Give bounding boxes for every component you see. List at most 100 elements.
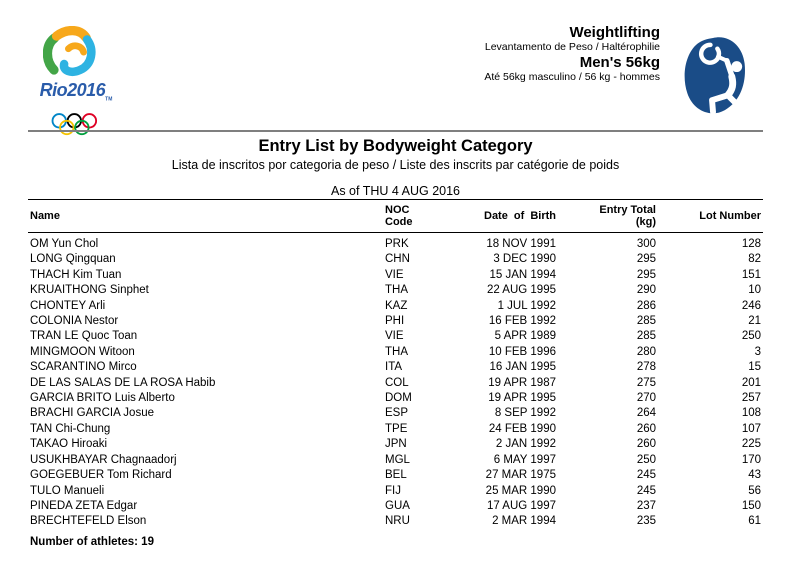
cell-noc-code: BEL <box>385 469 407 482</box>
column-header-lot-number: Lot Number <box>699 209 761 222</box>
cell-date-of-birth: 17 AUG 1997 <box>486 499 556 512</box>
cell-date-of-birth: 2 MAR 1994 <box>492 515 556 528</box>
cell-name: COLONIA Nestor <box>30 315 119 328</box>
cell-name: CHONTEY Arli <box>30 299 106 312</box>
cell-name: USUKHBAYAR Chagnaadorj <box>30 453 177 466</box>
cell-noc-code: GUA <box>385 499 410 512</box>
cell-lot-number: 201 <box>741 376 761 389</box>
rio-2016-wordmark: Rio2016TM <box>39 80 113 103</box>
cell-lot-number: 43 <box>748 469 761 482</box>
table-row: COLONIA Nestor PHI 16 FEB 1992 285 21 <box>28 314 763 329</box>
cell-entry-total: 237 <box>636 499 656 512</box>
table-row: LONG Qingquan CHN 3 DEC 1990 295 82 <box>28 252 763 267</box>
cell-lot-number: 108 <box>741 407 761 420</box>
column-header-name: Name <box>30 209 60 222</box>
cell-entry-total: 270 <box>636 392 656 405</box>
table-row: PINEDA ZETA Edgar GUA 17 AUG 1997 237 150 <box>28 499 763 514</box>
cell-entry-total: 245 <box>636 484 656 497</box>
cell-entry-total: 250 <box>636 453 656 466</box>
cell-entry-total: 300 <box>636 238 656 250</box>
table-row: BRACHI GARCIA Josue ESP 8 SEP 1992 264 108 <box>28 406 763 421</box>
table-row: TAKAO Hiroaki JPN 2 JAN 1992 260 225 <box>28 437 763 452</box>
cell-noc-code: THA <box>385 345 408 358</box>
cell-date-of-birth: 1 JUL 1992 <box>497 299 556 312</box>
table-row: TAN Chi-Chung TPE 24 FEB 1990 260 107 <box>28 422 763 437</box>
sport-translation: Levantamento de Peso / Haltérophilie <box>484 41 660 53</box>
cell-lot-number: 21 <box>748 315 761 328</box>
cell-date-of-birth: 16 JAN 1995 <box>489 361 557 374</box>
entry-table: Name NOC Code Date of Birth Entry Total (k… <box>28 199 763 530</box>
cell-date-of-birth: 27 MAR 1975 <box>485 469 556 482</box>
cell-noc-code: JPN <box>385 438 407 451</box>
table-row: CHONTEY Arli KAZ 1 JUL 1992 286 246 <box>28 299 763 314</box>
cell-entry-total: 260 <box>636 438 656 451</box>
column-header-noc-code: NOC Code <box>383 200 458 233</box>
entry-header-line2: (kg) <box>635 216 656 228</box>
cell-date-of-birth: 15 JAN 1994 <box>489 268 557 281</box>
cell-date-of-birth: 22 AUG 1995 <box>486 284 556 297</box>
rio-2016-logo: Rio2016TM <box>36 26 116 138</box>
athlete-count: Number of athletes: 19 <box>30 536 154 548</box>
cell-lot-number: 3 <box>754 345 761 358</box>
cell-name: TAKAO Hiroaki <box>30 438 108 451</box>
table-row: SCARANTINO Mirco ITA 16 JAN 1995 278 15 <box>28 360 763 375</box>
cell-noc-code: NRU <box>385 515 410 528</box>
entry-header-line1: Entry Total <box>599 203 656 216</box>
sport-title: Weightlifting <box>569 24 660 41</box>
cell-name: TAN Chi-Chung <box>30 422 111 435</box>
cell-entry-total: 245 <box>636 469 656 482</box>
cell-lot-number: 246 <box>741 299 761 312</box>
cell-noc-code: PRK <box>385 238 409 250</box>
cell-entry-total: 290 <box>636 284 656 297</box>
cell-name: GARCIA BRITO Luis Alberto <box>30 392 175 405</box>
title-block: Entry List by Bodyweight Category Lista … <box>0 137 791 199</box>
column-header-date-of-birth: Date of Birth <box>484 209 556 222</box>
table-row: TRAN LE Quoc Toan VIE 5 APR 1989 285 250 <box>28 329 763 344</box>
cell-noc-code: ITA <box>385 361 403 374</box>
cell-entry-total: 260 <box>636 422 656 435</box>
cell-entry-total: 235 <box>636 515 656 528</box>
cell-noc-code: FIJ <box>385 484 401 497</box>
cell-noc-code: COL <box>385 376 409 389</box>
cell-noc-code: VIE <box>385 330 404 343</box>
cell-entry-total: 295 <box>636 253 656 266</box>
table-row: USUKHBAYAR Chagnaadorj MGL 6 MAY 1997 250 17… <box>28 453 763 468</box>
column-header-entry-total: Entry Total (kg) <box>558 200 660 233</box>
cell-date-of-birth: 24 FEB 1990 <box>488 422 556 435</box>
cell-noc-code: DOM <box>385 392 412 405</box>
table-row: DE LAS SALAS DE LA ROSA Habib COL 19 APR 1… <box>28 376 763 391</box>
as-of-date: As of THU 4 AUG 2016 <box>331 184 460 198</box>
table-row: GOEGEBUER Tom Richard BEL 27 MAR 1975 245 43 <box>28 468 763 483</box>
cell-entry-total: 285 <box>636 315 656 328</box>
cell-entry-total: 278 <box>636 361 656 374</box>
cell-noc-code: KAZ <box>385 299 408 312</box>
cell-entry-total: 264 <box>636 407 656 420</box>
cell-name: PINEDA ZETA Edgar <box>30 499 138 512</box>
table-row: KRUAITHONG Sinphet THA 22 AUG 1995 290 10 <box>28 283 763 298</box>
cell-name: TULO Manueli <box>30 484 105 497</box>
cell-lot-number: 10 <box>748 284 761 297</box>
table-row: GARCIA BRITO Luis Alberto DOM 19 APR 1995 2… <box>28 391 763 406</box>
cell-noc-code: TPE <box>385 422 408 435</box>
cell-name: LONG Qingquan <box>30 253 116 266</box>
weightlifting-pictogram-icon <box>684 37 746 115</box>
cell-name: TRAN LE Quoc Toan <box>30 330 138 343</box>
trademark-symbol: TM <box>105 96 113 103</box>
cell-noc-code: MGL <box>385 453 410 466</box>
cell-date-of-birth: 3 DEC 1990 <box>493 253 556 266</box>
event-header: Weightlifting Levantamento de Peso / Hal… <box>484 24 660 84</box>
cell-date-of-birth: 2 JAN 1992 <box>495 438 556 451</box>
cell-lot-number: 150 <box>741 499 761 512</box>
cell-lot-number: 170 <box>741 453 761 466</box>
cell-entry-total: 295 <box>636 268 656 281</box>
cell-lot-number: 107 <box>741 422 761 435</box>
cell-name: THACH Kim Tuan <box>30 268 122 281</box>
cell-lot-number: 61 <box>748 515 761 528</box>
cell-entry-total: 286 <box>636 299 656 312</box>
cell-date-of-birth: 10 FEB 1996 <box>488 345 556 358</box>
cell-noc-code: THA <box>385 284 408 297</box>
header-divider <box>28 130 763 132</box>
noc-header-line1: NOC <box>385 203 410 216</box>
cell-noc-code: ESP <box>385 407 409 420</box>
